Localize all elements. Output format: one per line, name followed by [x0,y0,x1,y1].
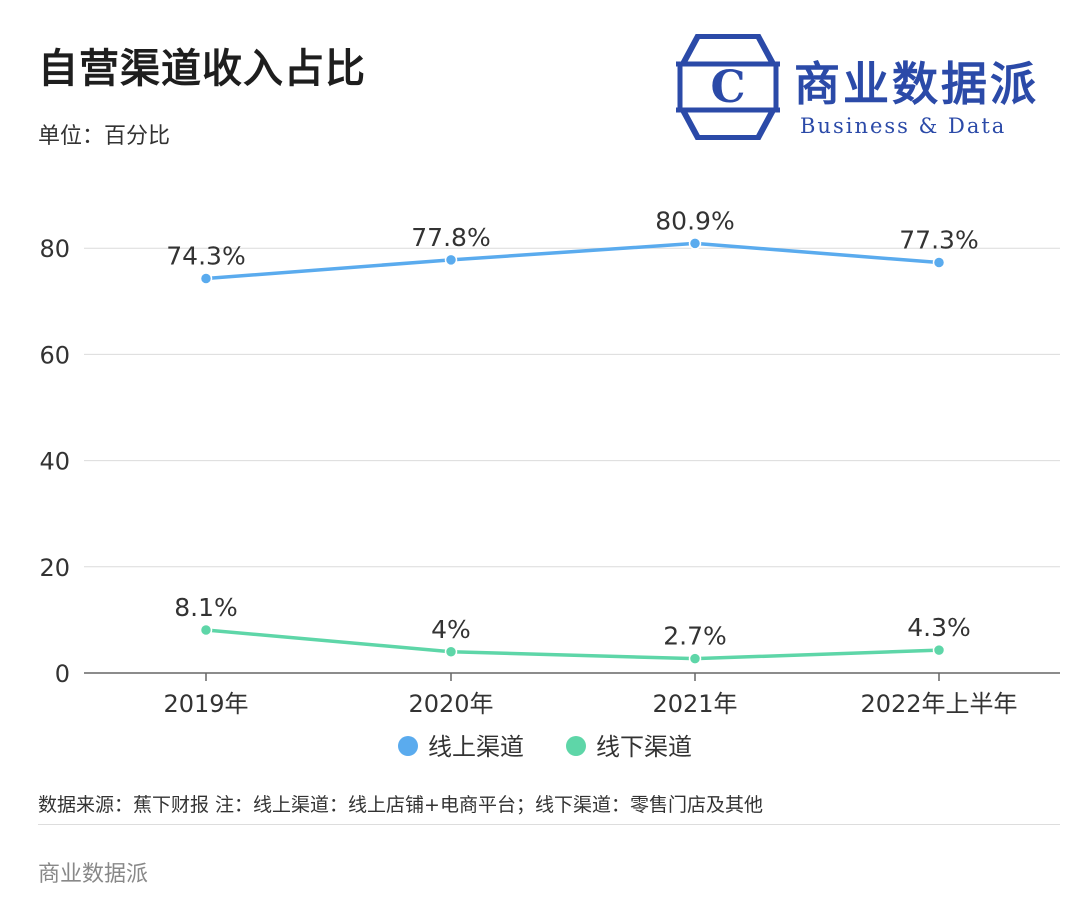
series-2: 8.1% 4% 2.7% 4.3% [174,593,971,665]
footer-divider [38,824,1060,825]
data-label: 2.7% [663,622,727,651]
data-point [199,272,213,285]
series-lines: 74.3% 77.8% 80.9% 77.3% 8.1% 4% 2.7% 4.3% [166,206,979,665]
legend-marker [566,736,586,756]
legend-item: 线上渠道 [398,733,524,761]
y-tick-label: 20 [39,554,70,582]
data-label: 4% [431,615,471,644]
y-tick-label: 60 [39,341,70,369]
series-line [205,241,940,281]
legend-item: 线下渠道 [566,733,692,761]
logo-letter: C [710,62,745,113]
data-label: 4.3% [907,613,971,642]
data-point [688,237,702,250]
source-note: 数据来源：蕉下财报 注：线上渠道：线上店铺+电商平台；线下渠道：零售门店及其他 [38,794,763,816]
grid-lines [84,247,1060,568]
logo-name-cn: 商业数据派 [794,57,1039,111]
footer-brand: 商业数据派 [38,862,149,887]
y-tick-label: 40 [39,448,70,476]
x-tick-label: 2020年 [408,690,493,718]
data-label: 74.3% [166,241,245,270]
x-tick-label: 2022年上半年 [860,690,1017,718]
data-point [444,253,458,267]
logo-name-en: Business & Data [800,114,1007,138]
x-tick-label: 2021年 [652,690,737,718]
data-point [932,256,946,269]
page-title: 自营渠道收入占比 [38,46,366,92]
data-point [444,645,458,659]
legend-label: 线上渠道 [428,733,524,761]
series-1: 74.3% 77.8% 80.9% 77.3% [166,206,979,285]
data-point [688,652,702,665]
data-point [932,643,946,657]
data-label: 8.1% [174,593,238,622]
y-tick-label: 0 [55,660,70,688]
y-tick-label: 80 [39,235,70,263]
legend: 线上渠道 线下渠道 [398,733,692,761]
legend-label: 线下渠道 [596,733,692,761]
data-label: 77.8% [411,223,490,252]
hexagon-logo-icon: C [676,33,780,141]
x-tick-label: 2019年 [163,690,248,718]
series-line [205,628,940,661]
y-axis-ticks: 0 20 40 60 80 [39,235,70,688]
data-label: 80.9% [655,206,734,235]
data-point [199,623,213,637]
legend-marker [398,736,418,756]
data-label: 77.3% [899,226,978,255]
unit-label: 单位：百分比 [38,124,171,149]
x-axis-ticks: 2019年 2020年 2021年 2022年上半年 [163,673,1018,718]
brand-logo: C 商业数据派 Business & Data [676,33,1066,141]
